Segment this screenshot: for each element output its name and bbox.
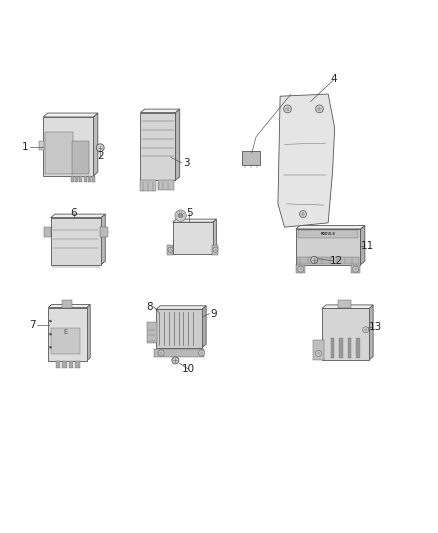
Bar — [43, 117, 93, 176]
Polygon shape — [93, 113, 98, 176]
Circle shape — [311, 256, 318, 263]
Text: 10: 10 — [182, 364, 195, 374]
Text: E: E — [63, 329, 67, 335]
Circle shape — [315, 350, 321, 357]
Bar — [173, 222, 213, 254]
Text: 2: 2 — [97, 151, 103, 161]
Circle shape — [175, 210, 186, 221]
Polygon shape — [202, 306, 206, 348]
Bar — [313, 340, 324, 360]
Text: 13: 13 — [369, 322, 382, 332]
Bar — [158, 180, 173, 190]
Bar — [141, 180, 156, 191]
Bar — [348, 338, 351, 358]
Circle shape — [297, 266, 304, 272]
Bar — [141, 112, 175, 180]
Bar — [92, 176, 95, 182]
Circle shape — [49, 333, 52, 335]
Bar — [88, 176, 91, 182]
Bar — [51, 328, 80, 354]
Bar — [296, 265, 305, 273]
Bar — [75, 361, 80, 368]
Text: 3: 3 — [183, 158, 190, 168]
Bar — [69, 361, 73, 368]
Circle shape — [49, 320, 52, 322]
Polygon shape — [322, 305, 373, 309]
Text: 12: 12 — [330, 256, 343, 266]
Circle shape — [49, 346, 52, 349]
Bar — [56, 361, 60, 368]
Text: 11: 11 — [361, 240, 374, 251]
Text: 5: 5 — [186, 208, 193, 218]
Circle shape — [213, 247, 218, 252]
Polygon shape — [156, 306, 206, 309]
Bar — [322, 309, 369, 360]
Bar — [84, 176, 87, 182]
Polygon shape — [296, 225, 365, 229]
Bar — [51, 217, 101, 265]
Bar — [62, 300, 72, 308]
Circle shape — [178, 213, 183, 218]
Text: 1: 1 — [21, 142, 28, 152]
Bar — [46, 133, 73, 174]
Polygon shape — [101, 214, 105, 265]
Polygon shape — [141, 109, 180, 112]
Bar — [75, 176, 78, 182]
Text: 7: 7 — [29, 320, 35, 329]
Circle shape — [300, 211, 307, 217]
Polygon shape — [278, 94, 335, 227]
Text: MODULE: MODULE — [321, 232, 336, 236]
Circle shape — [284, 105, 291, 113]
Bar — [167, 245, 173, 255]
Polygon shape — [173, 219, 216, 222]
Polygon shape — [48, 304, 90, 308]
Bar — [298, 230, 358, 238]
Bar — [156, 309, 202, 348]
Bar — [297, 257, 359, 264]
Bar — [331, 338, 334, 358]
Polygon shape — [43, 113, 98, 117]
Circle shape — [172, 357, 179, 364]
Circle shape — [199, 350, 205, 356]
Bar — [39, 141, 44, 150]
Bar — [48, 308, 87, 361]
Text: 4: 4 — [330, 74, 337, 84]
Bar — [44, 227, 51, 237]
Bar — [296, 229, 360, 265]
Polygon shape — [213, 219, 216, 254]
Bar — [62, 361, 67, 368]
Circle shape — [158, 350, 164, 356]
Polygon shape — [360, 225, 365, 265]
Bar — [100, 227, 108, 237]
Circle shape — [315, 105, 323, 113]
Bar — [71, 176, 74, 182]
Polygon shape — [175, 109, 180, 180]
Polygon shape — [87, 304, 90, 361]
Bar — [242, 151, 260, 165]
Text: 8: 8 — [146, 302, 152, 312]
Bar — [338, 300, 351, 309]
Bar — [147, 322, 157, 343]
Circle shape — [363, 327, 369, 333]
Bar — [339, 338, 343, 358]
Circle shape — [168, 247, 173, 252]
Bar — [212, 245, 218, 255]
Bar — [154, 349, 204, 357]
Circle shape — [353, 266, 359, 272]
Bar — [351, 265, 360, 273]
Polygon shape — [51, 214, 105, 217]
Polygon shape — [369, 305, 373, 360]
Circle shape — [96, 144, 104, 152]
Bar — [72, 141, 89, 174]
Bar — [79, 176, 82, 182]
Text: 9: 9 — [210, 309, 217, 319]
Bar — [356, 338, 360, 358]
Text: 6: 6 — [71, 208, 78, 218]
